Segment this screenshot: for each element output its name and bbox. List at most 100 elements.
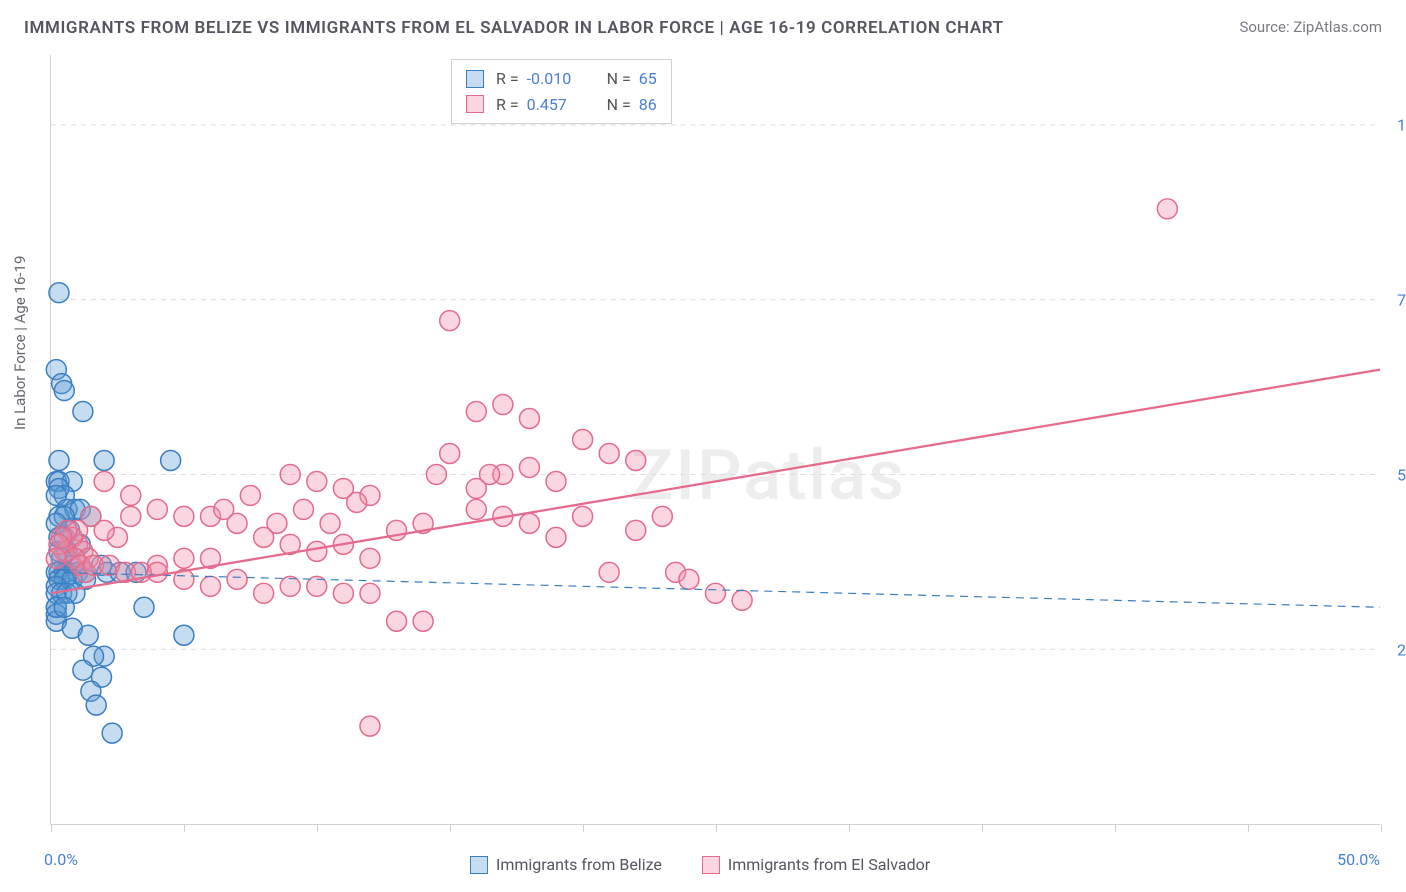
y-tick-label: 25.0% [1385, 641, 1406, 660]
data-point [519, 513, 539, 533]
legend-row-elsalvador: R = 0.457 N = 86 [466, 92, 657, 118]
data-point [360, 548, 380, 568]
data-point [426, 464, 446, 484]
data-point [599, 443, 619, 463]
x-tick-mark [450, 824, 451, 832]
n-value-elsalvador: 86 [639, 92, 657, 118]
data-point [679, 569, 699, 589]
chart-title: IMMIGRANTS FROM BELIZE VS IMMIGRANTS FRO… [24, 18, 1004, 38]
data-point [147, 499, 167, 519]
data-point [626, 450, 646, 470]
swatch-belize [470, 856, 488, 874]
data-point [73, 660, 93, 680]
data-point [240, 485, 260, 505]
data-point [294, 499, 314, 519]
data-point [493, 395, 513, 415]
r-label: R = [496, 92, 519, 118]
data-point [466, 478, 486, 498]
x-tick-mark [51, 824, 52, 832]
data-point [387, 611, 407, 631]
data-point [134, 597, 154, 617]
data-point [280, 464, 300, 484]
n-label: N = [607, 92, 631, 118]
title-bar: IMMIGRANTS FROM BELIZE VS IMMIGRANTS FRO… [24, 18, 1382, 38]
x-tick-mark [716, 824, 717, 832]
data-point [54, 597, 74, 617]
x-tick-mark [982, 824, 983, 832]
data-point [333, 583, 353, 603]
data-point [1157, 199, 1177, 219]
data-point [49, 283, 69, 303]
swatch-elsalvador [702, 856, 720, 874]
data-point [307, 471, 327, 491]
data-point [320, 513, 340, 533]
n-label: N = [607, 66, 631, 92]
data-point [280, 576, 300, 596]
data-point [94, 471, 114, 491]
plot-area: ZIPatlas 25.0%50.0%75.0%100.0% R = -0.01… [50, 55, 1380, 825]
data-point [307, 541, 327, 561]
x-tick-mark [317, 824, 318, 832]
data-point [466, 402, 486, 422]
data-point [54, 381, 74, 401]
data-point [360, 583, 380, 603]
legend-row-belize: R = -0.010 N = 65 [466, 66, 657, 92]
data-point [573, 506, 593, 526]
r-value-belize: -0.010 [527, 66, 587, 92]
data-point [652, 506, 672, 526]
x-tick-mark [1248, 824, 1249, 832]
legend-item-belize: Immigrants from Belize [470, 855, 662, 874]
data-point [174, 548, 194, 568]
data-point [174, 506, 194, 526]
y-tick-label: 50.0% [1385, 466, 1406, 485]
trend-line [51, 370, 1380, 594]
x-tick-mark [849, 824, 850, 832]
x-tick-mark [583, 824, 584, 832]
data-point [267, 513, 287, 533]
data-point [347, 492, 367, 512]
data-point [546, 527, 566, 547]
data-point [732, 590, 752, 610]
data-point [147, 562, 167, 582]
data-point [200, 576, 220, 596]
data-point [94, 450, 114, 470]
x-tick-mark [1115, 824, 1116, 832]
source-credit: Source: ZipAtlas.com [1239, 18, 1382, 36]
n-value-belize: 65 [639, 66, 657, 92]
correlation-legend: R = -0.010 N = 65 R = 0.457 N = 86 [451, 59, 672, 124]
legend-label-elsalvador: Immigrants from El Salvador [728, 855, 930, 874]
data-point [121, 506, 141, 526]
data-point [599, 562, 619, 582]
data-point [227, 513, 247, 533]
legend-label-belize: Immigrants from Belize [496, 855, 662, 874]
data-point [413, 611, 433, 631]
data-point [121, 485, 141, 505]
y-axis-label: In Labor Force | Age 16-19 [11, 256, 29, 430]
data-point [546, 471, 566, 491]
data-point [254, 583, 274, 603]
data-point [46, 548, 66, 568]
data-point [360, 716, 380, 736]
data-point [49, 450, 69, 470]
swatch-elsalvador [466, 95, 484, 113]
data-point [573, 430, 593, 450]
data-point [227, 569, 247, 589]
series-legend: Immigrants from Belize Immigrants from E… [470, 855, 930, 874]
data-point [519, 457, 539, 477]
data-point [174, 625, 194, 645]
y-tick-label: 75.0% [1385, 291, 1406, 310]
swatch-belize [466, 70, 484, 88]
data-point [78, 625, 98, 645]
legend-item-elsalvador: Immigrants from El Salvador [702, 855, 930, 874]
scatter-plot [51, 55, 1380, 824]
x-tick-mark [1381, 824, 1382, 832]
data-point [519, 409, 539, 429]
x-tick-mark [184, 824, 185, 832]
data-point [161, 450, 181, 470]
data-point [626, 520, 646, 540]
data-point [102, 723, 122, 743]
r-label: R = [496, 66, 519, 92]
x-axis-label-max: 50.0% [1337, 850, 1380, 869]
data-point [86, 695, 106, 715]
x-axis-label-min: 0.0% [44, 850, 78, 869]
